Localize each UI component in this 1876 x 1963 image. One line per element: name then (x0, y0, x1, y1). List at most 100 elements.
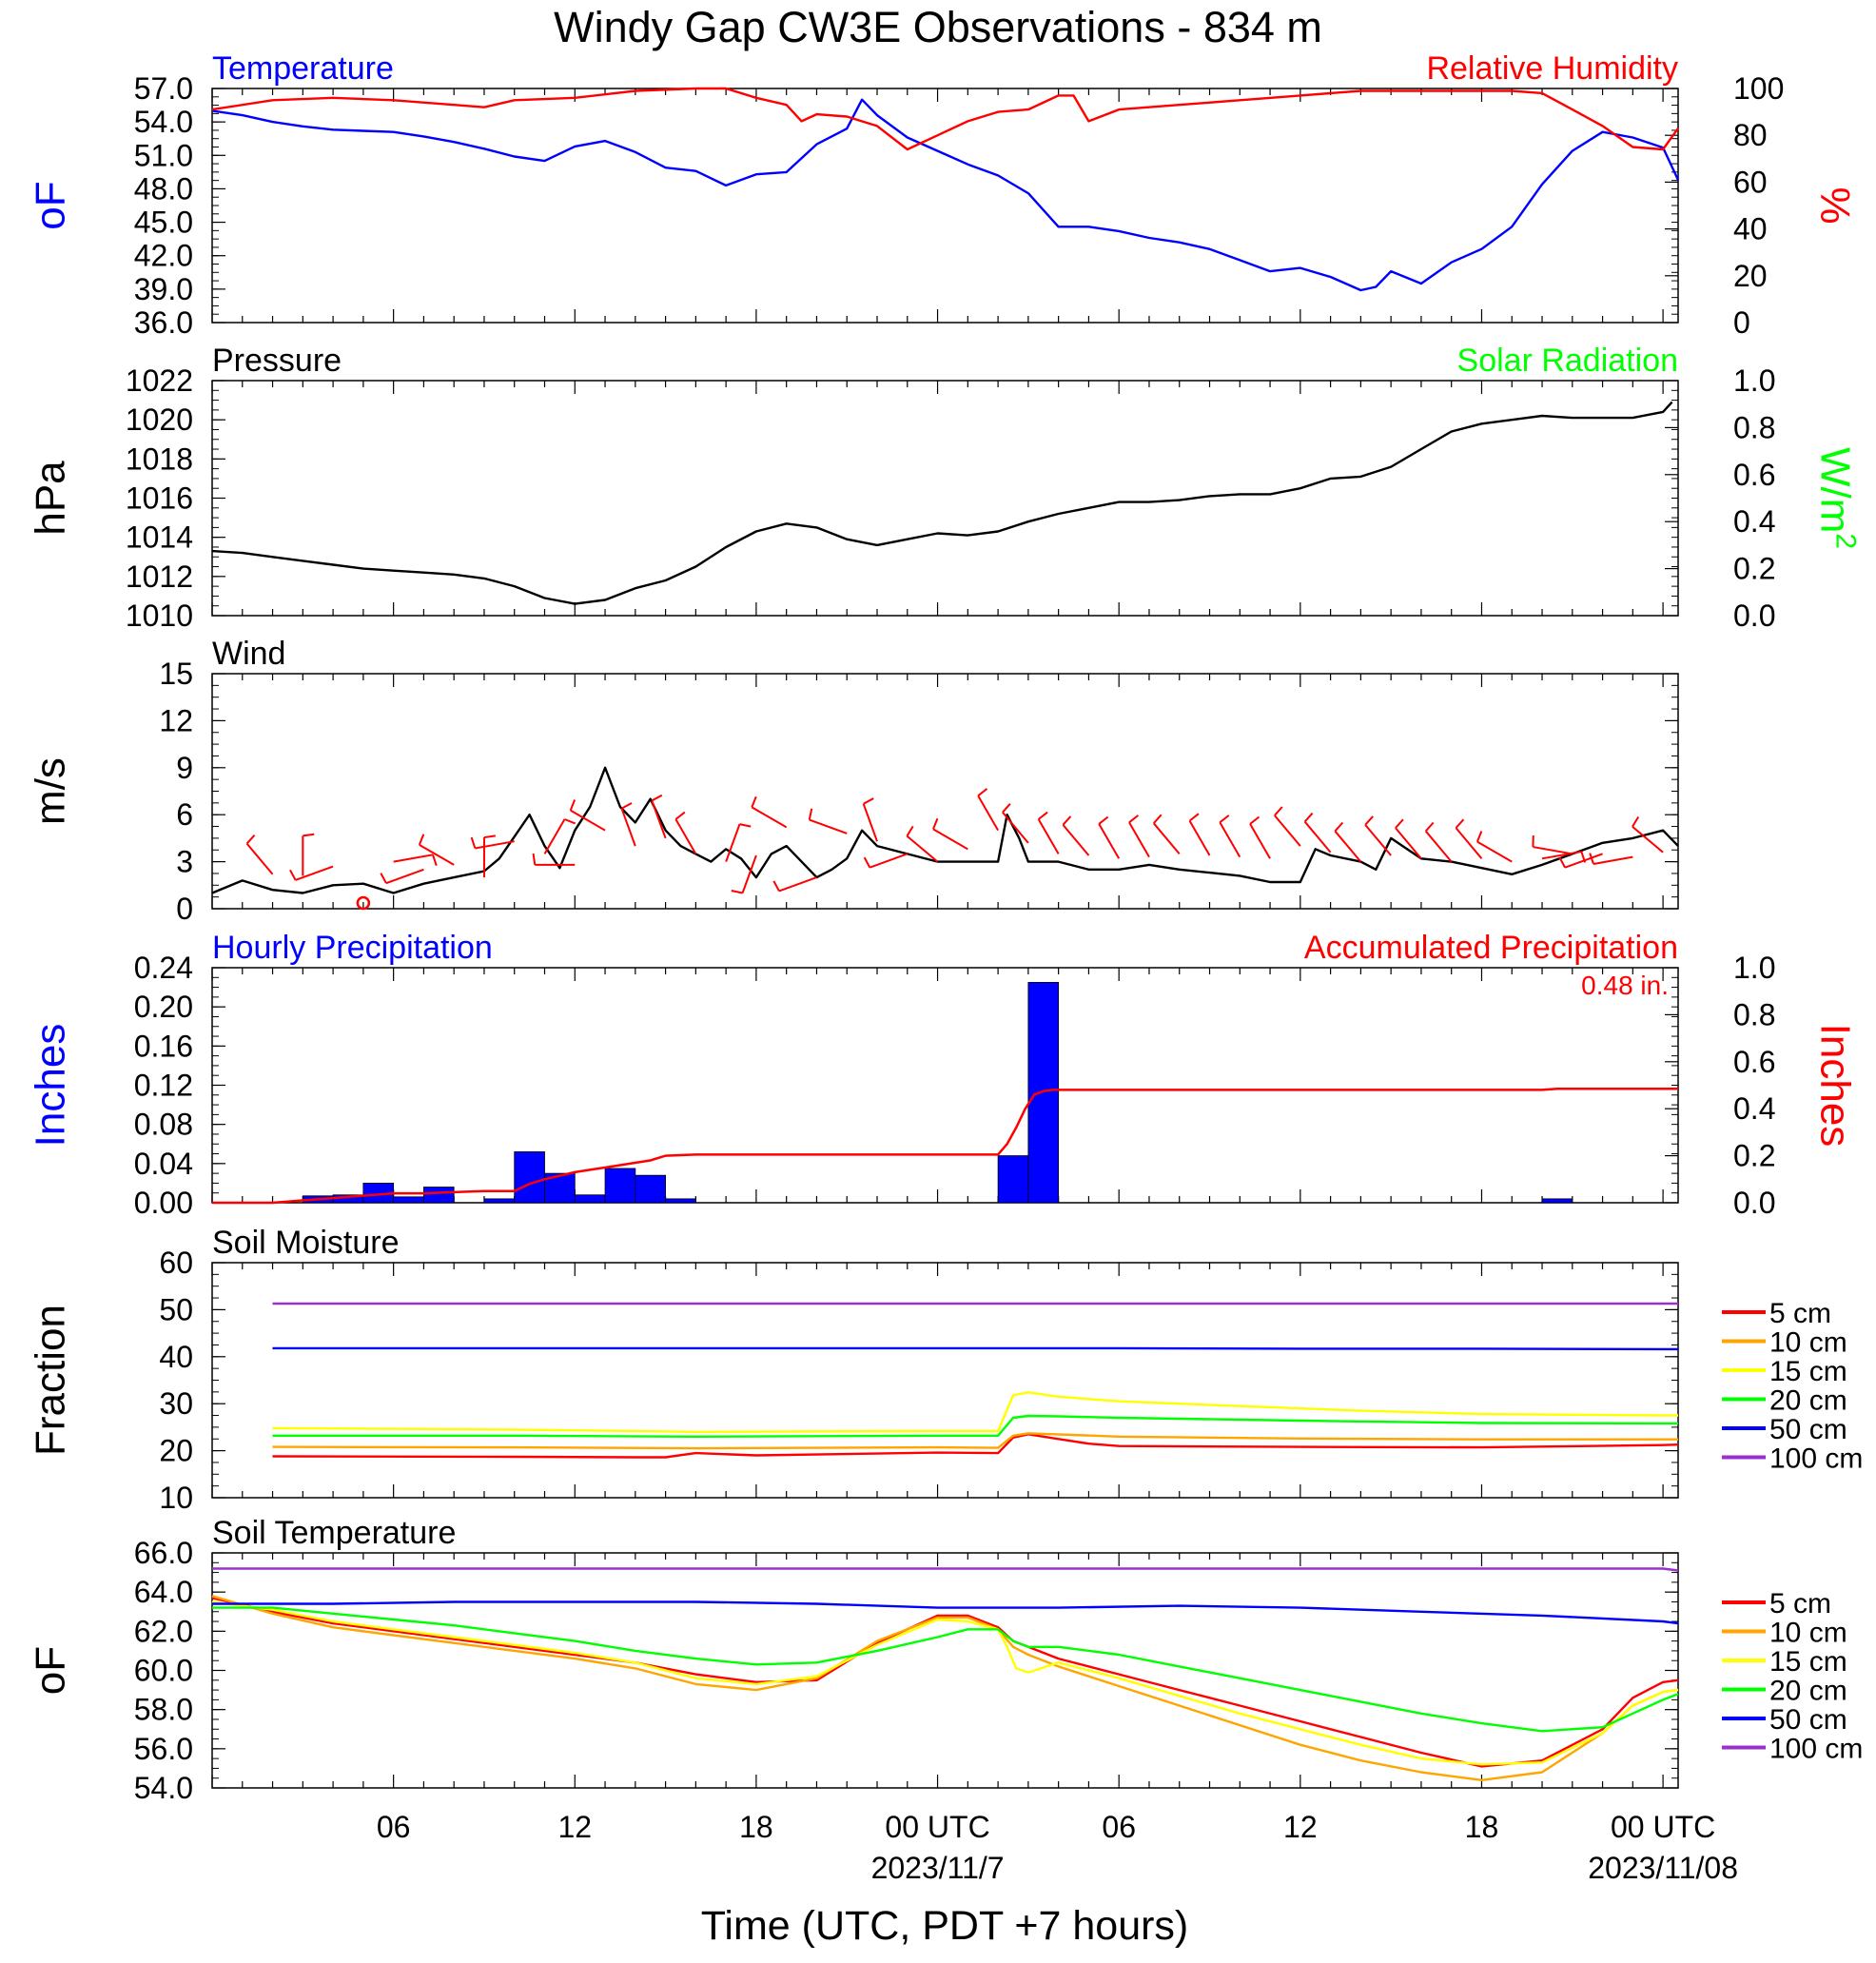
y-tick-label: 64.0 (134, 1575, 193, 1609)
y-right-tick-label: 40 (1733, 212, 1768, 246)
panel-left-units: m/s (27, 757, 73, 825)
x-tick-label: 06 (1102, 1810, 1136, 1844)
hourly-precip-bar (484, 1199, 515, 1203)
y-right-tick-label: 80 (1733, 118, 1768, 152)
hourly-precip-bar (1542, 1199, 1573, 1203)
legend-label: 20 cm (1769, 1385, 1847, 1417)
legend-label: 20 cm (1769, 1676, 1847, 1707)
y-right-tick-label: 0 (1733, 305, 1750, 340)
y-tick-label: 58.0 (134, 1693, 193, 1727)
y-right-tick-label: 0.0 (1733, 599, 1775, 633)
y-tick-label: 1018 (126, 442, 193, 476)
panel-left-title: Soil Moisture (212, 1225, 400, 1261)
y-right-tick-label: 60 (1733, 165, 1768, 199)
y-tick-label: 51.0 (134, 138, 193, 172)
y-tick-label: 0.20 (134, 990, 193, 1024)
y-tick-label: 48.0 (134, 171, 193, 206)
y-tick-label: 45.0 (134, 206, 193, 240)
y-tick-label: 54.0 (134, 1771, 193, 1805)
y-right-tick-label: 0.2 (1733, 1139, 1775, 1173)
x-tick-label: 06 (377, 1810, 411, 1844)
y-right-tick-label: 1.0 (1733, 363, 1775, 398)
panel-left-units: oF (27, 181, 73, 229)
hourly-precip-bar (605, 1168, 635, 1203)
y-tick-label: 1022 (126, 363, 193, 398)
legend-label: 100 cm (1769, 1734, 1863, 1765)
y-tick-label: 40 (159, 1340, 193, 1374)
x-tick-label: 18 (1465, 1810, 1499, 1844)
hourly-precip-bar (423, 1188, 454, 1203)
y-tick-label: 0.12 (134, 1069, 193, 1103)
y-tick-label: 30 (159, 1386, 193, 1421)
y-tick-label: 9 (176, 751, 193, 785)
y-tick-label: 1014 (126, 520, 193, 555)
y-tick-label: 15 (159, 657, 193, 691)
y-tick-label: 66.0 (134, 1536, 193, 1570)
panel-right-title: Solar Radiation (1457, 343, 1678, 379)
series-line-50-cm (273, 1348, 1679, 1349)
y-tick-label: 0.08 (134, 1108, 193, 1142)
x-tick-label: 12 (557, 1810, 592, 1844)
hourly-precip-bar (998, 1156, 1028, 1203)
legend-label: 100 cm (1769, 1443, 1863, 1475)
legend-label: 5 cm (1769, 1588, 1831, 1619)
panel-left-title: Hourly Precipitation (212, 930, 493, 966)
panel-left-title: Temperature (212, 50, 394, 87)
legend-label: 10 cm (1769, 1327, 1847, 1359)
x-tick-date: 2023/11/08 (1588, 1851, 1738, 1885)
hourly-precip-bar (1028, 982, 1059, 1203)
y-right-tick-label: 0.6 (1733, 1045, 1775, 1079)
y-tick-label: 0.00 (134, 1186, 193, 1220)
y-right-tick-label: 0.0 (1733, 1186, 1775, 1220)
legend-label: 15 cm (1769, 1356, 1847, 1387)
legend-label: 50 cm (1769, 1414, 1847, 1445)
panel-right-title: Accumulated Precipitation (1304, 930, 1678, 966)
hourly-precip-bar (666, 1199, 696, 1203)
y-tick-label: 50 (159, 1292, 193, 1326)
y-tick-label: 42.0 (134, 239, 193, 273)
panel-left-units: hPa (27, 461, 73, 536)
y-tick-label: 20 (159, 1434, 193, 1468)
hourly-precip-bar (515, 1151, 545, 1203)
y-tick-label: 3 (176, 845, 193, 879)
y-tick-label: 62.0 (134, 1614, 193, 1648)
y-right-tick-label: 0.4 (1733, 1091, 1775, 1126)
y-tick-label: 57.0 (134, 71, 193, 106)
y-tick-label: 1016 (126, 481, 193, 516)
y-right-tick-label: 0.8 (1733, 410, 1775, 444)
x-tick-label: 18 (739, 1810, 773, 1844)
x-tick-label: 12 (1283, 1810, 1318, 1844)
y-right-tick-label: 0.4 (1733, 504, 1775, 539)
panel-left-title: Pressure (212, 343, 342, 379)
y-tick-label: 1012 (126, 559, 193, 594)
legend-label: 10 cm (1769, 1618, 1847, 1649)
y-right-tick-label: 100 (1733, 71, 1784, 106)
units-superscript: 2 (1830, 533, 1862, 549)
y-tick-label: 60.0 (134, 1654, 193, 1688)
panel-right-title: Relative Humidity (1426, 50, 1678, 87)
y-tick-label: 10 (159, 1481, 193, 1515)
y-tick-label: 0.24 (134, 951, 193, 985)
y-tick-label: 39.0 (134, 272, 193, 306)
x-axis-label: Time (UTC, PDT +7 hours) (701, 1903, 1189, 1949)
legend-label: 50 cm (1769, 1704, 1847, 1736)
accumulated-total-label: 0.48 in. (1581, 971, 1669, 1000)
y-tick-label: 56.0 (134, 1732, 193, 1766)
x-tick-date: 2023/11/7 (871, 1851, 1005, 1885)
y-right-tick-label: 0.8 (1733, 997, 1775, 1031)
y-tick-label: 36.0 (134, 305, 193, 340)
legend-label: 5 cm (1769, 1298, 1831, 1329)
x-tick-label: 00 UTC (1611, 1810, 1715, 1844)
y-tick-label: 60 (159, 1246, 193, 1280)
y-right-tick-label: 0.6 (1733, 458, 1775, 492)
y-right-tick-label: 0.2 (1733, 552, 1775, 586)
chart-title: Windy Gap CW3E Observations - 834 m (554, 3, 1322, 51)
y-tick-label: 1010 (126, 599, 193, 633)
panel-left-units: Inches (27, 1024, 73, 1148)
panel-right-units: Inches (1812, 1024, 1859, 1148)
y-tick-label: 6 (176, 797, 193, 832)
panel-left-units: oF (27, 1646, 73, 1695)
panel-right-units: % (1812, 186, 1859, 224)
